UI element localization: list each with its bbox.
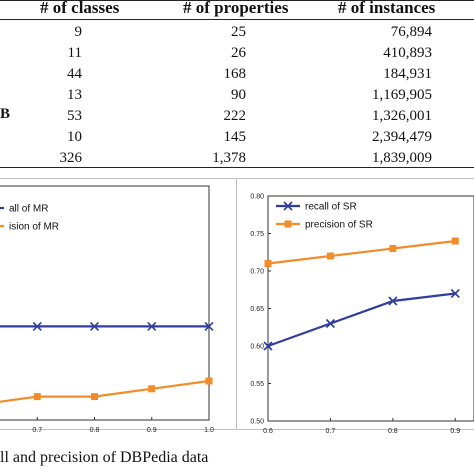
table-cell: 222	[223, 108, 247, 124]
table-cell: 1,378	[212, 150, 246, 166]
x-tick-label: 0.6	[263, 428, 273, 435]
x-tick-label: 0.7	[32, 427, 42, 434]
x-tick-label: 0.9	[147, 427, 157, 434]
square-marker	[284, 220, 292, 228]
table-cell: 76,894	[390, 24, 432, 40]
x-tick-label: 0.9	[450, 428, 460, 435]
table-cell: 326	[59, 150, 83, 166]
x-marker	[204, 321, 214, 331]
square-marker	[326, 252, 334, 260]
table-cell: 53	[67, 108, 82, 124]
table-top-rule	[0, 0, 474, 1]
x-marker	[32, 321, 42, 331]
table-header-rule	[0, 19, 474, 20]
series-line	[267, 239, 456, 265]
series-line	[0, 379, 210, 403]
chart-sr-frame	[236, 178, 474, 430]
x-marker	[283, 201, 293, 211]
square-marker	[451, 237, 459, 245]
x-marker	[450, 288, 460, 299]
table-cell: 10	[67, 129, 82, 145]
x-tick-label: 0.7	[326, 428, 336, 435]
table-cell: 9	[74, 24, 83, 40]
square-marker	[33, 393, 41, 401]
y-tick-label: 0.60	[250, 344, 264, 351]
table-cell: 13	[67, 87, 82, 103]
x-marker	[147, 321, 157, 331]
x-tick-label: 1.0	[204, 427, 214, 434]
square-marker	[148, 385, 156, 393]
table-cell: 1,326,001	[372, 108, 432, 124]
table-cell: 25	[231, 24, 246, 40]
legend-label: recall of SR	[305, 202, 357, 213]
table-cell: 44	[67, 66, 82, 82]
x-marker	[388, 296, 398, 306]
square-marker	[264, 260, 272, 267]
table-cell: 90	[231, 87, 246, 103]
table-cell: 2,394,479	[372, 129, 432, 145]
table-cell: 145	[223, 129, 247, 145]
table-cell: 1,169,905	[372, 87, 432, 103]
legend-label: all of MR	[9, 204, 48, 215]
chart-mr-frame	[0, 178, 237, 430]
table-bottom-rule	[0, 167, 474, 168]
square-marker	[389, 245, 397, 252]
square-marker	[91, 393, 98, 401]
x-tick-label: 0.8	[90, 427, 100, 434]
table-cell: 168	[223, 66, 247, 82]
series-line	[267, 292, 456, 348]
x-marker	[325, 318, 335, 329]
table-cell: 26	[231, 45, 246, 61]
table-cell: 1,839,009	[372, 150, 432, 166]
y-tick-label: 0.70	[250, 269, 264, 276]
x-marker	[263, 341, 273, 351]
legend-label: ision of MR	[9, 222, 59, 233]
x-tick-label: 0.8	[388, 428, 398, 435]
header-classes: # of classes	[40, 0, 120, 17]
table-cell: 410,893	[383, 45, 432, 61]
row-stub-dbpedia: B	[0, 106, 11, 122]
table-cell: 11	[67, 45, 82, 61]
y-tick-label: 0.50	[250, 419, 264, 426]
table-cell: 184,931	[383, 66, 432, 82]
y-tick-label: 0.55	[250, 381, 264, 388]
header-properties: # of properties	[183, 0, 289, 17]
square-marker	[205, 377, 213, 385]
x-marker	[89, 321, 100, 331]
header-instances: # of instances	[338, 0, 436, 17]
figure-caption: ll and precision of DBPedia data	[0, 449, 209, 466]
y-tick-label: 0.75	[250, 231, 264, 238]
y-tick-label: 0.80	[250, 194, 264, 201]
legend-label: precision of SR	[305, 220, 373, 231]
y-tick-label: 0.65	[250, 306, 264, 313]
